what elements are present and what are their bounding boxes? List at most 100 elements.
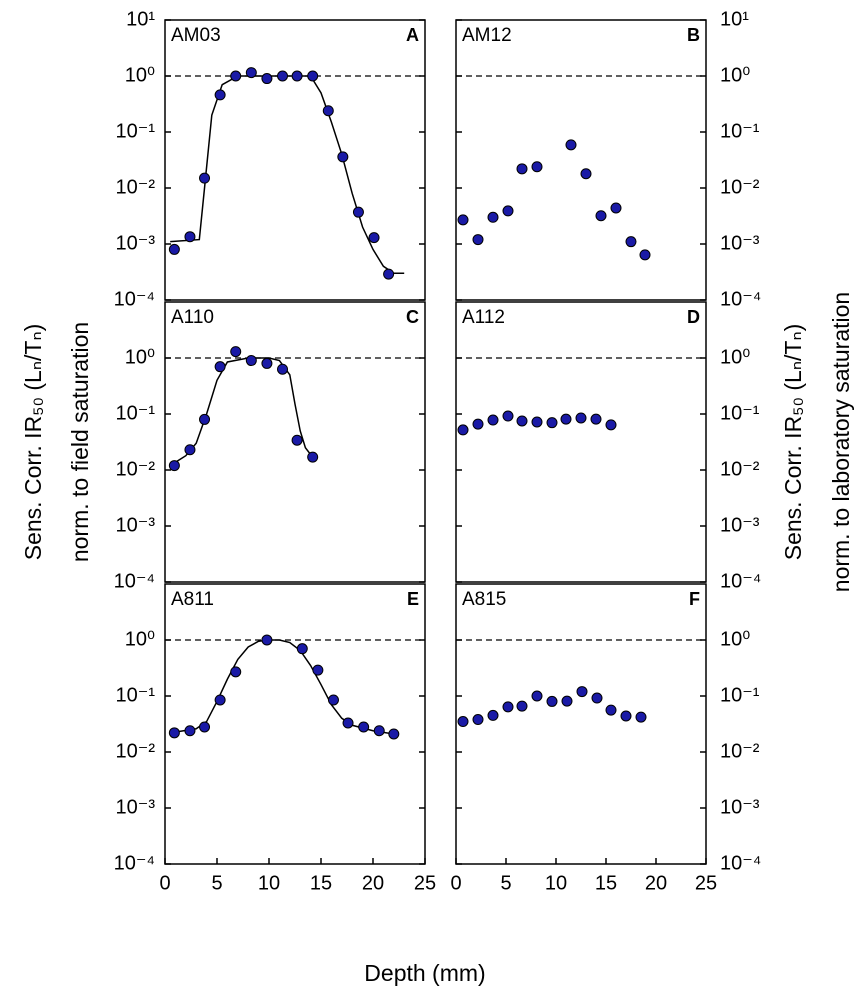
y-tick-label: 10⁻⁴ [720,852,761,874]
data-point [261,357,273,369]
data-point [277,363,289,375]
plot-frame [455,301,707,583]
data-point [516,415,528,427]
data-point [625,236,637,248]
panel-letter: C [406,307,419,327]
data-point [261,634,273,646]
x-tick-label: 0 [159,872,170,894]
data-point [199,172,211,184]
data-point [342,717,354,729]
data-point [199,413,211,425]
data-point [595,210,607,222]
data-point [352,206,364,218]
data-point [230,70,242,82]
data-point [261,73,273,85]
x-tick-label: 20 [645,872,667,894]
y-axis-label-left: Sens. Corr. IR₅₀ (Lₙ/Tₙ) [20,324,46,561]
data-point [487,414,499,426]
data-point [307,70,319,82]
panel-name: A110 [171,307,214,328]
plot-frame [455,583,707,865]
data-point [327,694,339,706]
y-tick-label: 10⁻³ [116,514,156,536]
data-point [591,692,603,704]
data-point [168,727,180,739]
y-tick-label: 10⁻³ [116,232,156,254]
data-point [635,711,647,723]
data-point [383,268,395,280]
data-point [291,70,303,82]
plot-frame [164,301,426,583]
data-point [487,211,499,223]
x-tick-label: 20 [362,872,384,894]
data-point [457,716,469,728]
y-tick-label: 10⁰ [720,346,750,368]
y-tick-label: 10⁰ [720,64,750,86]
data-point [561,695,573,707]
y-axis-label-right: Sens. Corr. IR₅₀ (Lₙ/Tₙ) [780,324,806,561]
y-tick-label: 10⁻³ [720,232,760,254]
y-tick-label: 10⁻¹ [720,402,760,424]
panel-name: A815 [462,589,506,610]
y-tick-label: 10⁰ [125,346,155,368]
x-tick-label: 10 [545,872,567,894]
fit-curve [169,357,315,467]
data-point [639,249,651,261]
data-point [531,161,543,173]
data-point [322,105,334,117]
y-tick-label: 10⁻¹ [720,120,760,142]
y-tick-label: 10⁻¹ [116,684,156,706]
panel-letter: F [689,589,700,609]
data-point [565,139,577,151]
data-point [184,444,196,456]
data-point [487,709,499,721]
data-point [245,67,257,79]
data-point [168,243,180,255]
y-tick-label: 10⁻⁴ [114,288,155,310]
y-tick-label: 10⁻⁴ [720,570,761,592]
y-tick-label: 10⁻² [116,458,156,480]
data-point [576,686,588,698]
y-tick-label: 10⁻¹ [720,684,760,706]
y-tick-label: 10⁻² [116,176,156,198]
y-tick-label: 10⁰ [720,628,750,650]
data-point [214,361,226,373]
panel-letter: B [687,25,700,45]
panel-letter: A [406,25,419,45]
data-point [245,355,257,367]
data-point [291,434,303,446]
y-tick-label: 10⁻² [720,176,760,198]
data-point [502,701,514,713]
data-point [620,710,632,722]
data-point [230,346,242,358]
data-point [199,721,211,733]
plot-frame [164,19,426,301]
data-point [214,89,226,101]
x-tick-label: 5 [211,872,222,894]
y-tick-label: 10⁻² [720,458,760,480]
y-tick-label: 10⁻³ [116,796,156,818]
data-point [472,714,484,726]
data-point [184,231,196,243]
panel-letter: D [687,307,700,327]
plot-frame [455,19,707,301]
x-tick-label: 25 [414,872,436,894]
y-tick-label: 10¹ [720,8,749,30]
data-point [472,234,484,246]
x-axis-label: Depth (mm) [364,960,485,986]
data-point [605,419,617,431]
x-tick-label: 15 [310,872,332,894]
data-point [546,417,558,429]
data-point [580,168,592,180]
data-point [516,700,528,712]
data-point [502,205,514,217]
y-tick-label: 10⁻³ [720,796,760,818]
x-tick-label: 15 [595,872,617,894]
panel-name: A112 [462,307,505,328]
data-point [307,451,319,463]
data-point [277,70,289,82]
data-point [337,151,349,163]
data-point [502,410,514,422]
data-point [531,416,543,428]
y-tick-label: 10⁻⁴ [720,288,761,310]
